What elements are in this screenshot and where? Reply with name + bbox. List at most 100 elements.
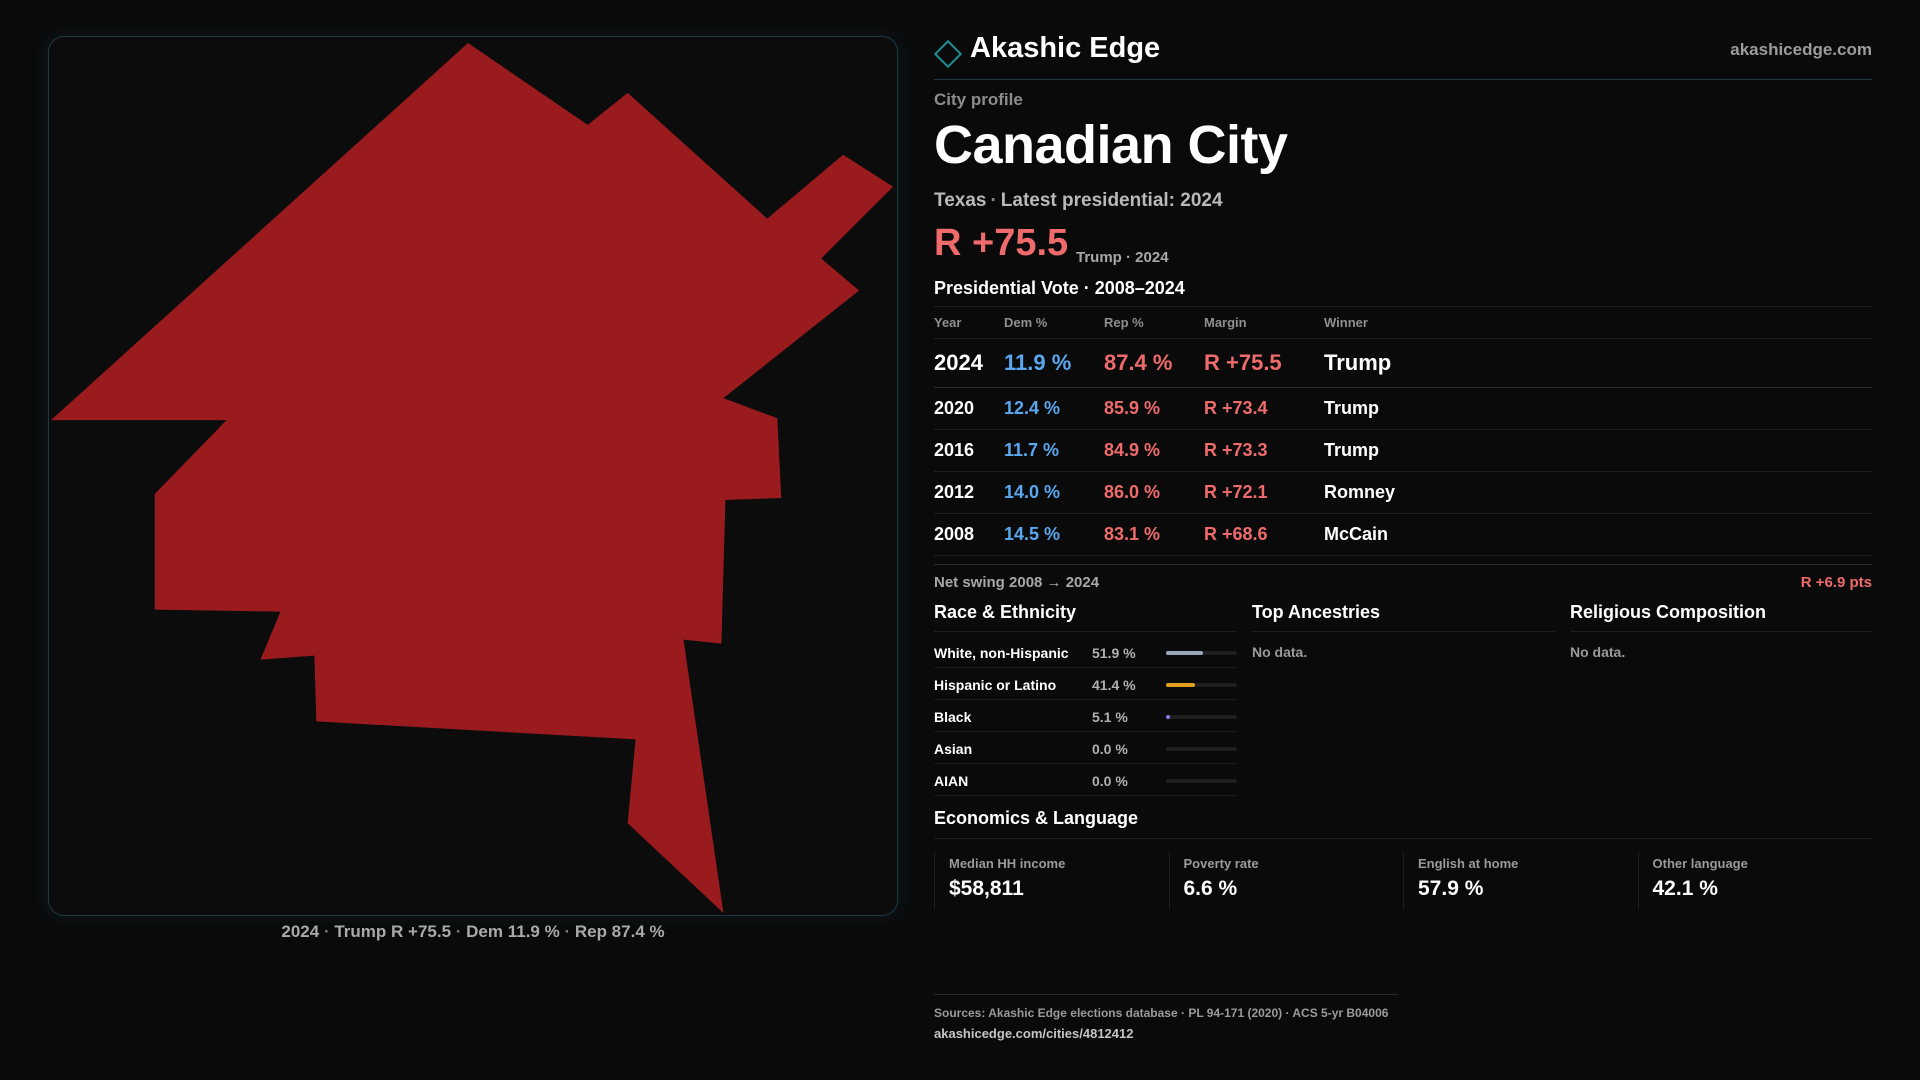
race-bar-fill [1166, 651, 1203, 655]
table-header-row: Year Dem % Rep % Margin Winner [934, 306, 1872, 339]
ancestries-empty-text: No data. [1252, 644, 1308, 660]
latest-election: Latest presidential: 2024 [1000, 190, 1223, 211]
rep-cell: 85.9 % [1104, 387, 1204, 430]
dem-cell: 14.5 % [1004, 513, 1104, 556]
map-caption: 2024 · Trump R +75.5 · Dem 11.9 % · Rep … [281, 922, 665, 941]
race-label: White, non-Hispanic [934, 645, 1069, 661]
race-bar-track [1166, 715, 1237, 719]
divider [934, 838, 1872, 839]
stat-label: Median HH income [949, 856, 1066, 871]
table-row: 2016 11.7 % 84.9 % R +73.3 Trump [934, 429, 1872, 472]
rep-cell: 84.9 % [1104, 429, 1204, 472]
caption-dem: Dem 11.9 % [466, 922, 560, 941]
stat-value: 57.9 % [1418, 877, 1484, 900]
ancestries-section-title: Top Ancestries [1252, 602, 1555, 632]
col-winner-header: Winner [1324, 306, 1872, 339]
race-ethnicity-section: Race & Ethnicity White, non-Hispanic 51.9… [934, 602, 1237, 796]
presidential-vote-table: Year Dem % Rep % Margin Winner 2024 11.9… [934, 306, 1872, 556]
rep-cell: 86.0 % [1104, 471, 1204, 514]
dem-cell: 14.0 % [1004, 471, 1104, 514]
city-subline: Texas · Latest presidential: 2024 [934, 190, 1223, 211]
race-bar-track [1166, 651, 1237, 655]
table-row: 2020 12.4 % 85.9 % R +73.4 Trump [934, 387, 1872, 430]
caption-year: 2024 [281, 922, 320, 941]
net-swing-value: R +6.9 pts [1800, 574, 1872, 591]
dem-cell: 11.7 % [1004, 429, 1104, 472]
year-cell: 2024 [934, 338, 1004, 388]
city-boundary-map[interactable] [48, 36, 898, 916]
table-row: 2008 14.5 % 83.1 % R +68.6 McCain [934, 513, 1872, 556]
margin-cell: R +73.4 [1204, 387, 1324, 430]
stat-value: $58,811 [949, 877, 1024, 900]
year-cell: 2016 [934, 429, 1004, 472]
stat-other-language: Other language 42.1 % [1637, 852, 1873, 910]
winner-cell: Trump [1324, 387, 1872, 430]
page-url-link[interactable]: akashicedge.com/cities/4812412 [934, 1026, 1134, 1041]
stat-label: Poverty rate [1183, 856, 1259, 871]
race-row: Asian 0.0 % [934, 732, 1237, 764]
year-cell: 2012 [934, 471, 1004, 514]
sources-text: Sources: Akashic Edge elections database… [934, 1006, 1389, 1020]
race-bar-track [1166, 747, 1237, 751]
table-row: 2012 14.0 % 86.0 % R +72.1 Romney [934, 471, 1872, 514]
dem-cell: 11.9 % [1004, 338, 1104, 388]
race-bar-track [1166, 683, 1237, 687]
caption-margin: R +75.5 [391, 922, 452, 941]
race-percent: 51.9 % [1092, 645, 1136, 661]
margin-cell: R +73.3 [1204, 429, 1324, 472]
religion-empty-text: No data. [1570, 644, 1626, 660]
race-section-title: Race & Ethnicity [934, 602, 1237, 632]
stat-value: 42.1 % [1652, 877, 1718, 900]
diamond-logo-icon [933, 39, 963, 69]
stat-label: English at home [1418, 856, 1519, 871]
col-year-header: Year [934, 306, 1004, 339]
race-label: Hispanic or Latino [934, 677, 1057, 693]
year-cell: 2008 [934, 513, 1004, 556]
headline-margin: R +75.5 [934, 222, 1069, 264]
col-rep-header: Rep % [1104, 306, 1204, 339]
stat-english-at-home: English at home 57.9 % [1403, 852, 1638, 910]
race-percent: 0.0 % [1092, 773, 1128, 789]
site-header: Akashic Edge akashicedge.com [933, 30, 1872, 80]
net-swing-label: Net swing 2008 → 2024 [934, 574, 1100, 591]
city-boundary-shape [50, 43, 894, 913]
divider [934, 994, 1398, 995]
stat-label: Other language [1652, 856, 1748, 871]
winner-cell: Trump [1324, 429, 1872, 472]
year-cell: 2020 [934, 387, 1004, 430]
vote-section-title: Presidential Vote · 2008–2024 [934, 278, 1185, 298]
race-bar-fill [1166, 715, 1170, 719]
rep-cell: 83.1 % [1104, 513, 1204, 556]
race-percent: 41.4 % [1092, 677, 1136, 693]
race-percent: 0.0 % [1092, 741, 1128, 757]
table-row: 2024 11.9 % 87.4 % R +75.5 Trump [934, 338, 1872, 388]
brand-name[interactable]: Akashic Edge [970, 32, 1161, 64]
page-title: Canadian City [934, 115, 1288, 175]
race-percent: 5.1 % [1092, 709, 1128, 725]
state-name: Texas [934, 190, 987, 211]
stat-poverty-rate: Poverty rate 6.6 % [1168, 852, 1404, 910]
winner-cell: Trump [1324, 338, 1872, 388]
stat-median-income: Median HH income $58,811 [934, 852, 1169, 910]
dem-cell: 12.4 % [1004, 387, 1104, 430]
map-svg [50, 43, 894, 913]
race-label: Black [934, 709, 972, 725]
margin-cell: R +68.6 [1204, 513, 1324, 556]
race-row: Hispanic or Latino 41.4 % [934, 668, 1237, 700]
ancestries-section: Top Ancestries No data. [1252, 602, 1555, 660]
caption-winner: Trump [334, 922, 387, 941]
winner-cell: McCain [1324, 513, 1872, 556]
religion-section: Religious Composition No data. [1570, 602, 1872, 660]
race-label: AIAN [934, 773, 969, 789]
profile-panel: Akashic Edge akashicedge.com City profil… [933, 0, 1872, 1080]
winner-cell: Romney [1324, 471, 1872, 514]
site-link[interactable]: akashicedge.com [1730, 40, 1872, 59]
caption-rep: Rep 87.4 % [574, 922, 665, 941]
economics-grid: Median HH income $58,811 Poverty rate 6.… [934, 852, 1872, 910]
margin-cell: R +75.5 [1204, 338, 1324, 388]
race-bar-track [1166, 779, 1237, 783]
net-swing-row: Net swing 2008 → 2024 R +6.9 pts [934, 564, 1872, 600]
col-dem-header: Dem % [1004, 306, 1104, 339]
race-row: AIAN 0.0 % [934, 764, 1237, 796]
race-row: Black 5.1 % [934, 700, 1237, 732]
